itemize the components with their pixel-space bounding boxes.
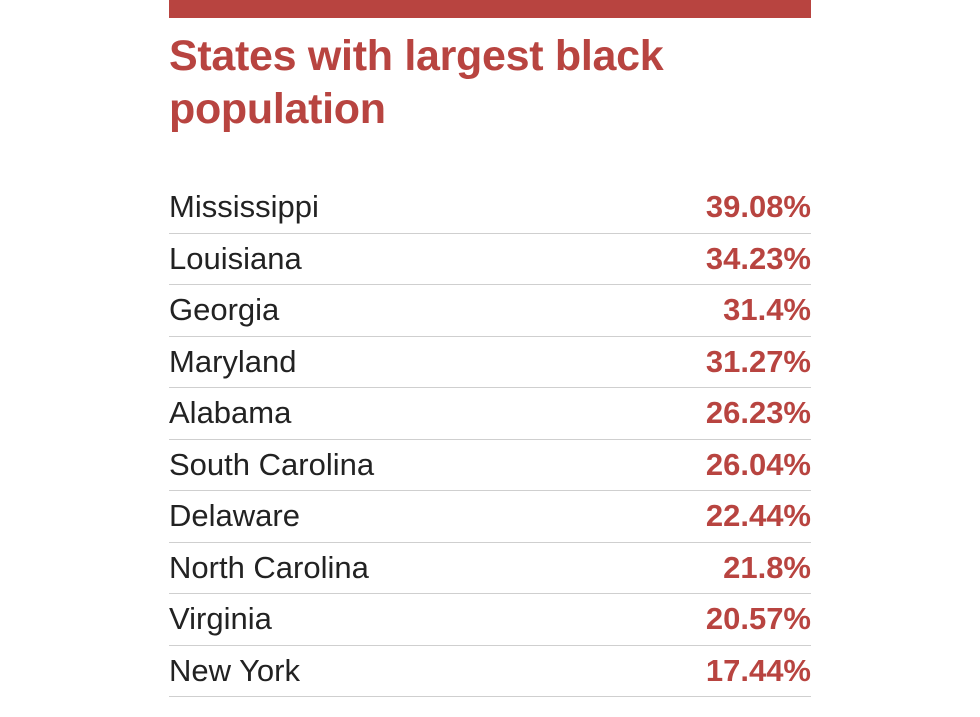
chart-panel: States with largest black population Mis…	[169, 0, 811, 697]
table-row: New York 17.44%	[169, 646, 811, 697]
percentage-value: 26.23%	[705, 395, 811, 431]
state-name: Mississippi	[169, 189, 319, 225]
state-name: Louisiana	[169, 240, 302, 276]
table-row: Alabama 26.23%	[169, 388, 811, 440]
table-row: Georgia 31.4%	[169, 285, 811, 337]
percentage-value: 31.4%	[723, 292, 811, 328]
table-row: Virginia 20.57%	[169, 594, 811, 646]
percentage-value: 34.23%	[705, 240, 811, 276]
table-row: South Carolina 26.04%	[169, 440, 811, 491]
table-row: Mississippi 39.08%	[169, 182, 811, 234]
state-name: New York	[169, 652, 300, 688]
chart-title: States with largest black population	[169, 32, 664, 133]
state-name: Georgia	[169, 292, 280, 328]
state-name: Alabama	[169, 395, 292, 431]
table-row: Louisiana 34.23%	[169, 234, 811, 285]
state-name: North Carolina	[169, 549, 369, 585]
state-name: Delaware	[169, 498, 300, 534]
percentage-value: 21.8%	[723, 549, 811, 585]
state-name: South Carolina	[169, 446, 375, 482]
state-name: Virginia	[169, 601, 272, 637]
accent-bar	[169, 0, 811, 18]
table-row: North Carolina 21.8%	[169, 543, 811, 594]
table-row: Delaware 22.44%	[169, 491, 811, 543]
percentage-value: 20.57%	[705, 601, 811, 637]
state-name: Maryland	[169, 343, 297, 379]
data-table: Mississippi 39.08% Louisiana 34.23% Georgia 3…	[169, 182, 811, 697]
percentage-value: 39.08%	[705, 189, 811, 225]
percentage-value: 26.04%	[705, 446, 811, 482]
table-row: Maryland 31.27%	[169, 337, 811, 388]
percentage-value: 17.44%	[705, 652, 811, 688]
percentage-value: 22.44%	[705, 498, 811, 534]
percentage-value: 31.27%	[705, 343, 811, 379]
